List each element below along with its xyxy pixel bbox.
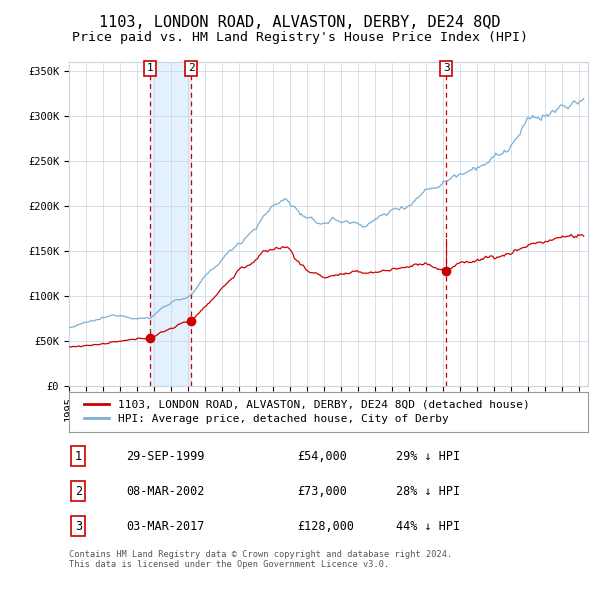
Text: 44% ↓ HPI: 44% ↓ HPI — [396, 520, 460, 533]
Text: 28% ↓ HPI: 28% ↓ HPI — [396, 484, 460, 498]
Text: 3: 3 — [75, 520, 82, 533]
Text: 29-SEP-1999: 29-SEP-1999 — [126, 450, 205, 463]
Text: 29% ↓ HPI: 29% ↓ HPI — [396, 450, 460, 463]
Text: 03-MAR-2017: 03-MAR-2017 — [126, 520, 205, 533]
Text: £128,000: £128,000 — [298, 520, 355, 533]
Text: 2: 2 — [75, 484, 82, 498]
Text: 1: 1 — [146, 63, 153, 73]
Text: 08-MAR-2002: 08-MAR-2002 — [126, 484, 205, 498]
Text: 2: 2 — [188, 63, 194, 73]
Text: £73,000: £73,000 — [298, 484, 347, 498]
Text: Contains HM Land Registry data © Crown copyright and database right 2024.
This d: Contains HM Land Registry data © Crown c… — [69, 550, 452, 569]
Legend: 1103, LONDON ROAD, ALVASTON, DERBY, DE24 8QD (detached house), HPI: Average pric: 1103, LONDON ROAD, ALVASTON, DERBY, DE24… — [80, 395, 534, 428]
Text: 1103, LONDON ROAD, ALVASTON, DERBY, DE24 8QD: 1103, LONDON ROAD, ALVASTON, DERBY, DE24… — [99, 15, 501, 30]
Text: Price paid vs. HM Land Registry's House Price Index (HPI): Price paid vs. HM Land Registry's House … — [72, 31, 528, 44]
Text: £54,000: £54,000 — [298, 450, 347, 463]
Bar — [150, 62, 191, 386]
Text: 3: 3 — [443, 63, 449, 73]
Text: 1: 1 — [75, 450, 82, 463]
